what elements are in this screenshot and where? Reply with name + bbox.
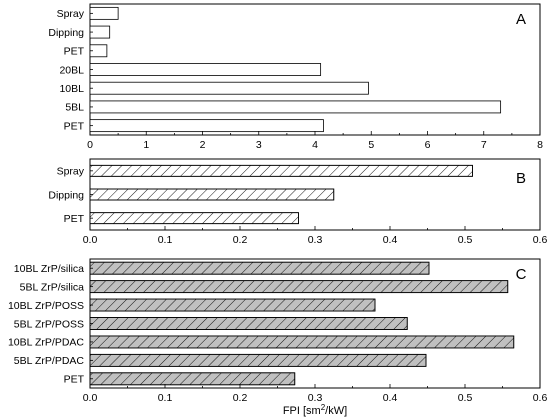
panel-a-x-tick-label: 1 xyxy=(143,139,149,151)
panel-a-bar-0 xyxy=(89,6,119,20)
panel-b-bar-hatch-2 xyxy=(89,212,299,225)
panel-c-bar-hatch-2 xyxy=(89,298,376,312)
panel-c-category-labels: 10BL ZrP/silica 5BL ZrP/silica 10BL ZrP/PO… xyxy=(8,263,93,386)
panel-c-category-label: 10BL ZrP/PDAC xyxy=(8,337,84,349)
panel-b-x-ticks: 0.0 0.1 0.2 0.3 0.4 0.5 0.6 xyxy=(83,226,548,246)
panel-c-bar-hatch-6 xyxy=(89,372,296,386)
panel-a-category-label: PET xyxy=(64,46,85,58)
panel-b-category-label: Spray xyxy=(57,166,85,178)
panel-b-bar-hatch-1 xyxy=(89,188,335,201)
panel-c-category-label: 10BL ZrP/POSS xyxy=(8,300,84,312)
panel-c-bar-hatch-1 xyxy=(89,280,509,294)
panel-c-bar-hatch-3 xyxy=(89,317,408,330)
panel-c: 10BL ZrP/silica 5BL ZrP/silica 10BL ZrP/PO… xyxy=(8,258,548,417)
panel-c-x-ticks: 0.0 0.1 0.2 0.3 0.4 0.5 0.6 xyxy=(83,384,548,404)
panel-b-category-labels: Spray Dipping PET xyxy=(48,166,93,225)
panel-a-x-tick-label: 3 xyxy=(256,139,262,151)
panel-c-x-tick-label: 0.5 xyxy=(458,392,473,404)
panel-b-category-label: PET xyxy=(64,213,85,225)
panel-b-x-tick-label: 0.6 xyxy=(533,234,548,246)
panel-a-label: A xyxy=(516,11,526,28)
panel-b-label: B xyxy=(516,170,526,187)
panel-a-category-label: Dipping xyxy=(48,27,84,39)
panel-b-x-tick-label: 0.0 xyxy=(83,234,98,246)
x-axis-title-part-1: FPI [sm xyxy=(283,405,321,417)
panel-a-x-tick-label: 4 xyxy=(312,139,318,151)
panel-a-category-label: PET xyxy=(64,120,85,132)
panel-c-x-tick-label: 0.4 xyxy=(383,392,398,404)
panel-a-category-labels: Spray Dipping PET 20BL 10BL 5BL PET xyxy=(48,8,93,132)
panel-a-x-tick-label: 6 xyxy=(425,139,431,151)
panel-c-label: C xyxy=(516,266,527,283)
panel-c-x-tick-label: 0.1 xyxy=(158,392,173,404)
panel-b-x-tick-label: 0.1 xyxy=(158,234,173,246)
panel-a-bar-4 xyxy=(89,81,369,95)
panel-b-bar-hatch-0 xyxy=(89,164,473,177)
panel-a-x-tick-label: 5 xyxy=(368,139,374,151)
panel-a-bar-3 xyxy=(89,63,322,76)
panel-a-bar-6 xyxy=(89,119,324,133)
panel-a-bars xyxy=(89,6,502,133)
panel-a-category-label: 20BL xyxy=(59,64,84,76)
panel-b: Spray Dipping PET 0.0 0.1 0.2 0.3 0.4 0.5 0.6 B xyxy=(48,158,548,246)
panel-a-x-tick-label: 0 xyxy=(87,139,93,151)
panel-c-category-label: 5BL ZrP/PDAC xyxy=(14,355,85,367)
panel-a-bar-5 xyxy=(89,100,502,114)
panel-c-category-label: 10BL ZrP/silica xyxy=(14,263,84,275)
panel-c-bar-hatch-0 xyxy=(89,261,430,275)
panel-a-x-tick-label: 7 xyxy=(481,139,487,151)
x-axis-title-superscript: 2 xyxy=(321,403,326,412)
panel-a-category-label: 5BL xyxy=(65,102,84,114)
panel-c-x-tick-label: 0.3 xyxy=(308,392,323,404)
panel-c-category-label: 5BL ZrP/POSS xyxy=(14,318,84,330)
panel-b-x-tick-label: 0.5 xyxy=(458,234,473,246)
panel-b-x-tick-label: 0.3 xyxy=(308,234,323,246)
x-axis-title: FPI [sm2/kW] xyxy=(283,403,347,417)
panel-c-bar-hatch-4 xyxy=(89,335,515,349)
panel-b-category-label: Dipping xyxy=(48,189,84,201)
panel-a-category-label: 10BL xyxy=(59,83,84,95)
panel-b-x-tick-label: 0.4 xyxy=(383,234,398,246)
panel-b-bars xyxy=(89,164,473,225)
panel-a-x-ticks: 0 1 2 3 4 5 6 7 8 xyxy=(87,131,543,151)
panel-c-x-tick-label: 0.0 xyxy=(83,392,98,404)
x-axis-title-part-2: /kW] xyxy=(325,405,347,417)
panel-c-x-tick-label: 0.6 xyxy=(533,392,548,404)
panel-c-x-tick-label: 0.2 xyxy=(233,392,248,404)
panel-b-x-tick-label: 0.2 xyxy=(233,234,248,246)
panel-c-bar-hatch-5 xyxy=(89,353,427,367)
panel-a-category-label: Spray xyxy=(57,8,85,20)
panel-a-x-tick-label: 2 xyxy=(200,139,206,151)
panel-a-x-tick-label: 8 xyxy=(537,139,543,151)
panel-c-category-label: PET xyxy=(64,374,85,386)
panel-c-category-label: 5BL ZrP/silica xyxy=(20,281,85,293)
panel-c-bars xyxy=(89,261,515,386)
